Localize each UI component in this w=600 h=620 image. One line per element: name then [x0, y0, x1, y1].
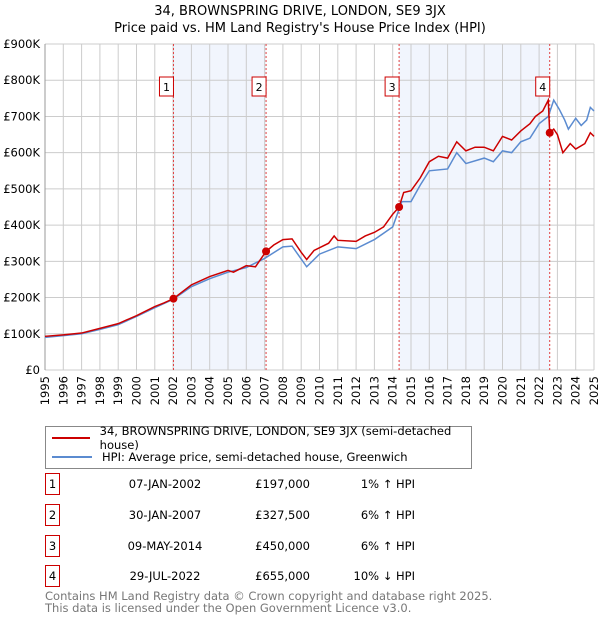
x-tick-label: 2009 — [294, 376, 308, 405]
x-tick-label: 2004 — [203, 376, 217, 405]
sale-price: £450,000 — [255, 539, 310, 553]
x-tick-label: 2022 — [532, 376, 546, 405]
legend-label: 34, BROWNSPRING DRIVE, LONDON, SE9 3JX (… — [99, 424, 452, 452]
sale-label: 4 — [539, 81, 546, 94]
x-tick-label: 2016 — [422, 376, 436, 405]
x-tick-label: 2013 — [367, 376, 381, 405]
legend-item-property: 34, BROWNSPRING DRIVE, LONDON, SE9 3JX (… — [52, 424, 471, 452]
footer-licence: This data is licensed under the Open Gov… — [45, 601, 412, 615]
x-tick-label: 2020 — [496, 376, 510, 405]
x-tick-label: 2024 — [569, 376, 583, 405]
shaded-period — [399, 44, 550, 370]
sale-hpi-diff: 6% ↑ HPI — [360, 539, 415, 553]
chart-title: 34, BROWNSPRING DRIVE, LONDON, SE9 3JX — [154, 4, 446, 19]
property-price-line — [44, 97, 595, 338]
legend-label: HPI: Average price, semi-detached house,… — [102, 450, 408, 464]
x-tick-label: 2014 — [386, 376, 400, 405]
x-tick-label: 1997 — [75, 376, 89, 405]
sale-point — [395, 203, 404, 211]
sale-point — [262, 247, 271, 256]
sale-hpi-diff: 6% ↑ HPI — [360, 508, 415, 522]
x-tick-label: 2017 — [441, 376, 455, 405]
shaded-period — [173, 44, 267, 370]
x-tick-label: 2007 — [258, 376, 272, 405]
price-chart: 1995 1996 1997 1998 1999 2000 2001 2002 2003 2004… — [3, 37, 600, 405]
chart-subtitle: Price paid vs. HM Land Registry's House … — [114, 21, 486, 36]
y-tick-label: £500K — [3, 182, 40, 196]
sale-date: 30-JAN-2007 — [128, 508, 202, 522]
sale-label: 2 — [256, 81, 263, 94]
sale-number-badge: 3 — [45, 535, 60, 557]
y-tick-label: £700K — [3, 109, 40, 123]
x-tick-label: 2001 — [148, 376, 162, 405]
x-tick-label: 2011 — [331, 376, 345, 405]
x-tick-label: 2021 — [514, 376, 528, 405]
y-tick-label: £800K — [3, 73, 40, 87]
sale-price: £655,000 — [255, 569, 310, 583]
sale-number-badge: 4 — [45, 565, 60, 587]
sale-number-badge: 2 — [45, 504, 60, 526]
sale-label: 1 — [163, 81, 170, 94]
legend-swatch-blue — [52, 456, 92, 458]
sale-point — [169, 294, 178, 303]
sale-number-badge: 1 — [45, 473, 60, 495]
x-tick-label: 2005 — [221, 376, 235, 405]
legend-item-hpi: HPI: Average price, semi-detached house,… — [52, 448, 408, 466]
sale-hpi-diff: 1% ↑ HPI — [360, 477, 415, 491]
x-tick-label: 2012 — [349, 376, 363, 405]
sale-point — [545, 128, 554, 137]
legend-swatch-red — [52, 437, 90, 439]
x-tick-label: 2002 — [166, 376, 180, 405]
x-tick-label: 2008 — [276, 376, 290, 405]
sale-date: 29-JUL-2022 — [129, 569, 201, 583]
y-tick-label: £400K — [3, 218, 40, 232]
y-tick-label: £300K — [3, 254, 40, 268]
y-tick-label: £200K — [3, 291, 40, 305]
x-tick-label: 2006 — [239, 376, 253, 405]
x-tick-label: 1996 — [56, 376, 70, 405]
sale-label: 3 — [389, 81, 396, 94]
x-tick-label: 1995 — [38, 376, 52, 405]
sale-label-box — [384, 76, 400, 97]
x-tick-label: 2019 — [477, 376, 491, 405]
sale-label-box — [251, 76, 267, 97]
sale-label-box — [158, 76, 174, 97]
footer-copyright: Contains HM Land Registry data © Crown c… — [45, 589, 493, 603]
x-tick-label: 2025 — [587, 376, 600, 405]
legend: 34, BROWNSPRING DRIVE, LONDON, SE9 3JX (… — [45, 424, 472, 469]
x-tick-label: 2000 — [130, 376, 144, 405]
footer: Contains HM Land Registry data © Crown c… — [45, 590, 492, 614]
sale-label-box — [535, 76, 551, 97]
x-tick-label: 1998 — [93, 376, 107, 405]
y-tick-label: £900K — [3, 37, 40, 51]
x-tick-label: 2023 — [550, 376, 564, 405]
sale-price: £327,500 — [255, 508, 310, 522]
x-tick-label: 1999 — [111, 376, 125, 405]
y-tick-label: £100K — [3, 327, 40, 341]
sale-date: 09-MAY-2014 — [127, 539, 203, 553]
sale-date: 07-JAN-2002 — [128, 477, 202, 491]
x-tick-label: 2010 — [313, 376, 327, 405]
y-tick-label: £600K — [3, 146, 40, 160]
sale-hpi-diff: 10% ↓ HPI — [353, 569, 415, 583]
x-tick-label: 2015 — [404, 376, 418, 405]
y-tick-label: £0 — [25, 363, 40, 377]
x-tick-label: 2018 — [459, 376, 473, 405]
x-tick-label: 2003 — [184, 376, 198, 405]
sale-price: £197,000 — [255, 477, 310, 491]
